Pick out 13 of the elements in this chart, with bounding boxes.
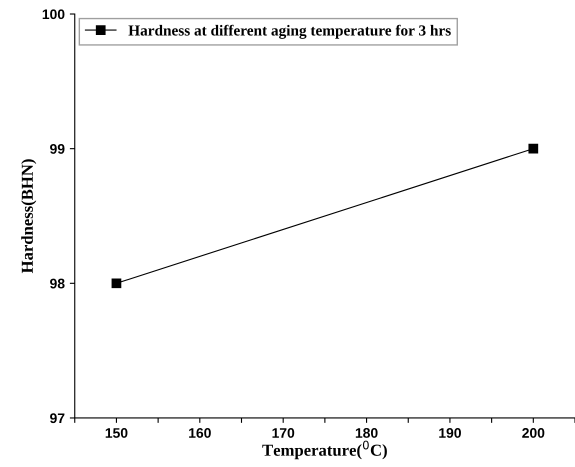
x-tick-label: 150 [106,428,128,438]
y-tick-label: 98 [50,278,65,288]
x-tick-label: 200 [522,428,544,438]
x-tick-label: 160 [189,428,211,438]
y-tick-label: 100 [42,9,64,20]
y-tick-label: 97 [50,413,64,424]
legend-label: Hardness at different aging temperature for 3 hrs [128,24,451,39]
x-tick-label: 170 [272,428,294,438]
y-tick-label: 99 [50,144,65,154]
y-axis-title: Hardness(BHN) [21,159,36,274]
x-axis-title: Temperature($^{0}$C) [262,440,387,460]
x-tick-label: 180 [356,428,378,438]
x-tick-label: 190 [439,428,461,438]
